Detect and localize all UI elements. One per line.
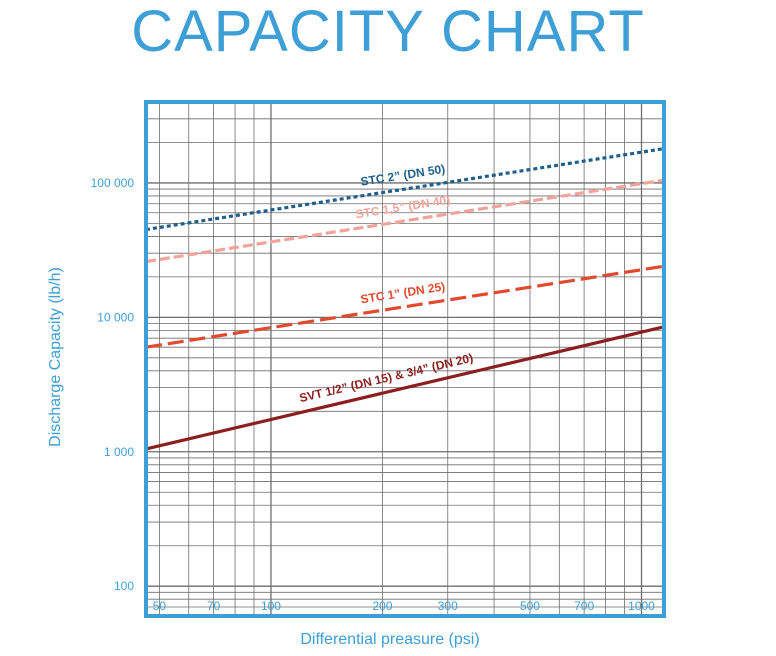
y-tick-label: 100 [114, 579, 134, 593]
x-tick-label: 100 [261, 599, 281, 613]
x-tick-label: 500 [520, 599, 540, 613]
series-line-2 [145, 178, 665, 264]
x-tick-label: 200 [372, 599, 392, 613]
series-label-2: STC 1,5” (DN 40) [355, 193, 451, 222]
x-tick-label: 70 [207, 599, 221, 613]
y-tick-labels: 100 1 000 10 000 100 000 [91, 176, 135, 593]
series-line-3 [145, 264, 665, 349]
y-tick-label: 100 000 [91, 176, 135, 190]
x-tick-label: 1000 [628, 599, 655, 613]
y-tick-label: 1 000 [104, 445, 134, 459]
series-line-1 [145, 147, 665, 232]
chart-title: CAPACITY CHART [131, 0, 645, 64]
x-axis-label: Differential preasure (psi) [300, 631, 479, 648]
x-tick-label: 700 [574, 599, 594, 613]
x-tick-label: 50 [153, 599, 167, 613]
series-line-4 [145, 325, 665, 451]
x-tick-label: 300 [438, 599, 458, 613]
y-axis-label: Discharge Capacity (lb/h) [47, 267, 64, 447]
plot-frame [144, 100, 666, 618]
series-lines [145, 147, 665, 451]
x-tick-labels: 50 70 100 200 300 500 700 1000 [153, 599, 655, 613]
y-tick-label: 10 000 [97, 310, 134, 324]
